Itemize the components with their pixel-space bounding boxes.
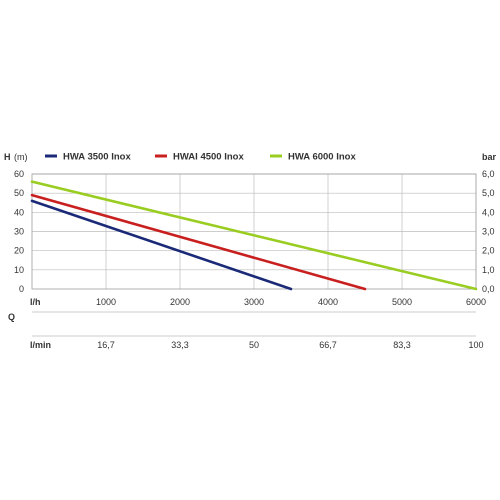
plot-frame bbox=[31, 173, 477, 290]
y-axis-label-left: H bbox=[4, 152, 11, 162]
legend-label: HWA 6000 Inox bbox=[288, 152, 356, 163]
x-tick-label-lmin: 66,7 bbox=[319, 340, 337, 350]
q-label: Q bbox=[8, 312, 15, 322]
y-tick-label-left: 40 bbox=[14, 207, 24, 217]
x-tick-label-lmin: 83,3 bbox=[393, 340, 411, 350]
x-tick-label-lh: 2000 bbox=[170, 297, 190, 307]
x-tick-label-lh: 4000 bbox=[318, 297, 338, 307]
series-line bbox=[30, 180, 478, 291]
x-tick-label-lh: 3000 bbox=[244, 297, 264, 307]
y-axis-label-right: bar bbox=[482, 152, 497, 162]
y-tick-label-right: 6,0 bbox=[482, 169, 495, 179]
y-tick-label-right: 2,0 bbox=[482, 246, 495, 256]
y-tick-label-left: 20 bbox=[14, 246, 24, 256]
x-tick-label-lmin: 50 bbox=[249, 340, 259, 350]
x-axis-unit-lh: l/h bbox=[30, 297, 41, 307]
x-tick-label-lmin: 33,3 bbox=[171, 340, 189, 350]
x-tick-label-lmin: 100 bbox=[468, 340, 483, 350]
y-tick-label-right: 5,0 bbox=[482, 188, 495, 198]
y-tick-label-right: 1,0 bbox=[482, 265, 495, 275]
x-tick-label-lh: 6000 bbox=[466, 297, 486, 307]
x-axis-unit-lmin: l/min bbox=[30, 340, 51, 350]
legend-label: HWAI 4500 Inox bbox=[173, 152, 244, 163]
x-tick-label-lh: 5000 bbox=[392, 297, 412, 307]
y-tick-label-left: 0 bbox=[19, 284, 24, 294]
y-tick-label-left: 30 bbox=[14, 227, 24, 237]
y-tick-label-right: 3,0 bbox=[482, 227, 495, 237]
series-line bbox=[30, 193, 367, 291]
y-tick-label-left: 50 bbox=[14, 188, 24, 198]
x-tick-label-lmin: 16,7 bbox=[97, 340, 115, 350]
y-axis-unit-left: (m) bbox=[14, 152, 28, 162]
y-tick-label-left: 60 bbox=[14, 169, 24, 179]
y-tick-label-right: 4,0 bbox=[482, 207, 495, 217]
series-line bbox=[30, 199, 293, 291]
legend-label: HWA 3500 Inox bbox=[63, 152, 131, 163]
y-tick-label-left: 10 bbox=[14, 265, 24, 275]
y-tick-label-right: 0,0 bbox=[482, 284, 495, 294]
x-tick-label-lh: 1000 bbox=[96, 297, 116, 307]
